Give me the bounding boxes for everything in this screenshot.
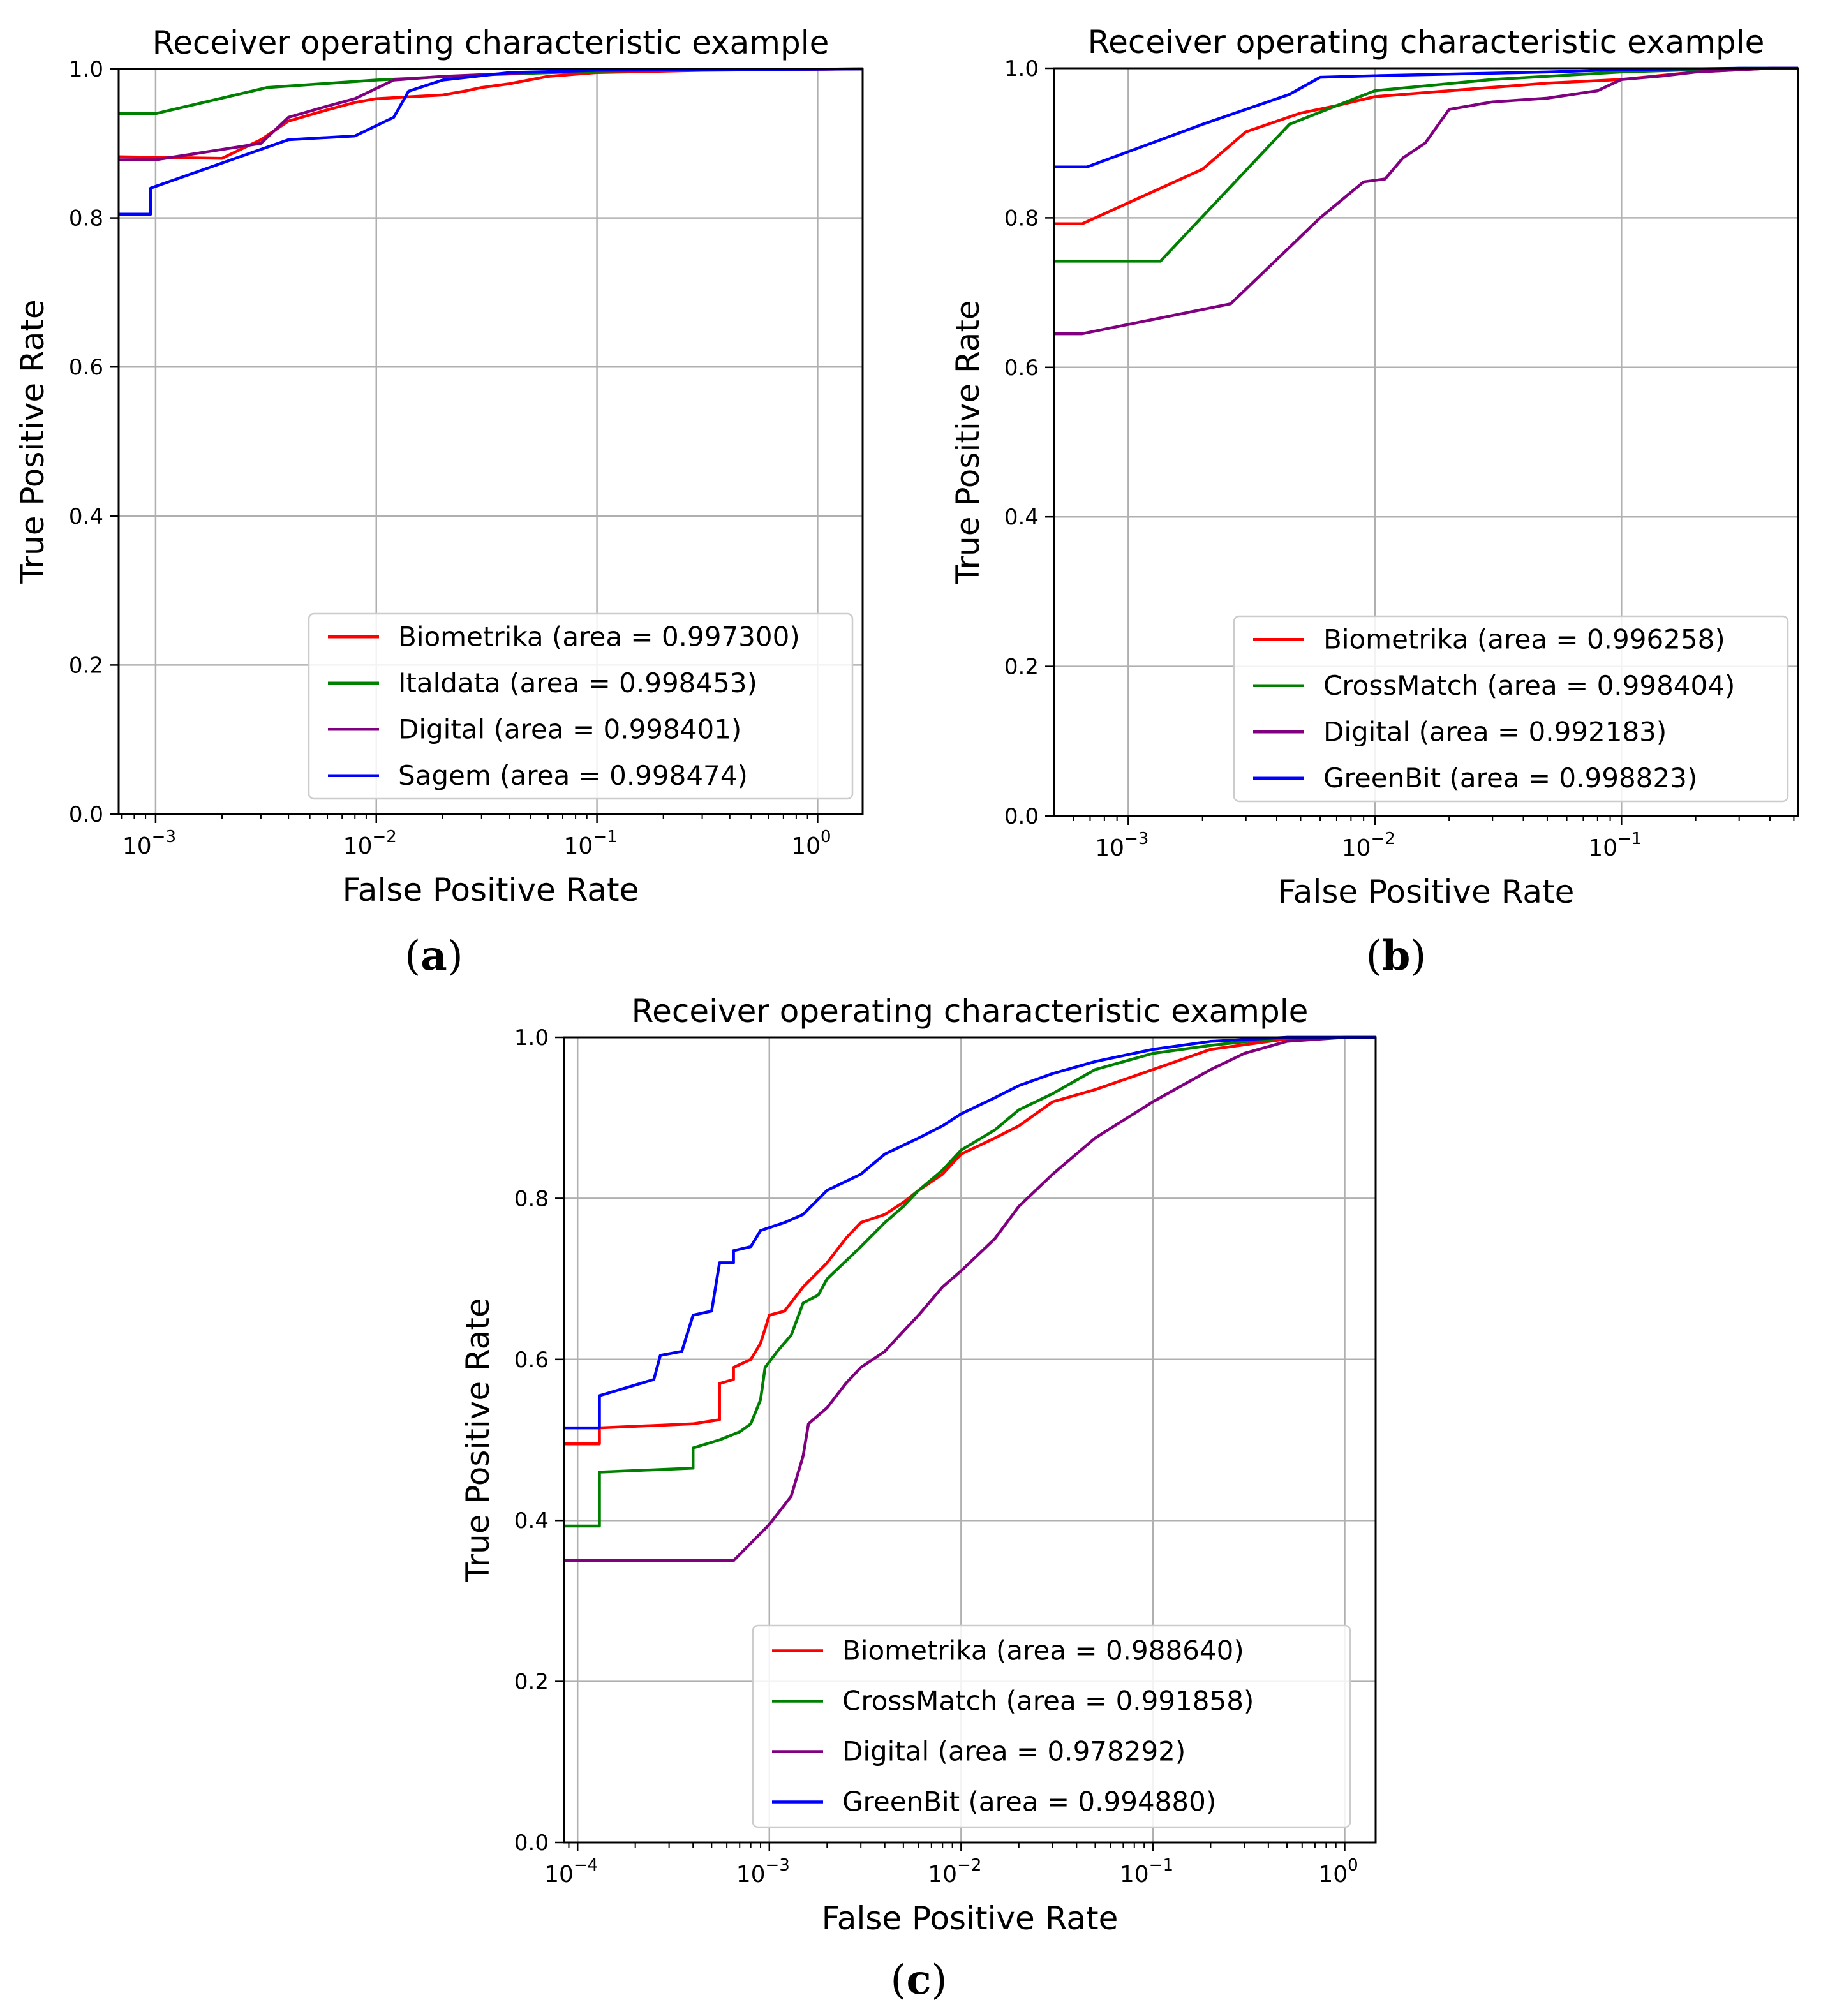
plot-frame bbox=[1053, 67, 1799, 817]
series-line-digital bbox=[564, 1035, 1376, 1562]
chart-title: Receiver operating characteristic exampl… bbox=[632, 993, 1309, 1030]
legend-entry: CrossMatch (area = 0.998404) bbox=[1323, 670, 1735, 701]
y-tick-label: 0.6 bbox=[69, 355, 103, 380]
y-tick-label: 0.8 bbox=[69, 206, 103, 232]
plot-frame bbox=[563, 1036, 1377, 1844]
series-line-greenbit bbox=[564, 1035, 1376, 1430]
y-tick-label: 0.2 bbox=[69, 653, 103, 678]
legend-entry: Biometrika (area = 0.996258) bbox=[1323, 623, 1725, 655]
panel-label: (b) bbox=[1366, 932, 1427, 980]
y-tick-label: 0.6 bbox=[514, 1347, 549, 1373]
legend-box bbox=[752, 1624, 1351, 1828]
y-axis-label: True Positive Rate bbox=[459, 1298, 496, 1582]
y-tick-label: 0.6 bbox=[1004, 355, 1039, 381]
legend-entry: Digital (area = 0.998401) bbox=[398, 713, 741, 745]
plot-frame bbox=[117, 68, 864, 815]
y-tick-label: 0.4 bbox=[1004, 505, 1039, 530]
x-tick-label: 100 bbox=[1318, 1856, 1358, 1888]
x-tick-label: 10−4 bbox=[544, 1856, 598, 1888]
y-tick-label: 0.0 bbox=[514, 1830, 549, 1856]
series-line-crossmatch bbox=[564, 1035, 1376, 1528]
panel-label: (c) bbox=[891, 1956, 948, 2004]
y-axis-label: True Positive Rate bbox=[14, 299, 51, 584]
x-tick-label: 100 bbox=[791, 827, 831, 859]
chart-title: Receiver operating characteristic exampl… bbox=[1088, 24, 1765, 61]
legend-entry: Biometrika (area = 0.988640) bbox=[842, 1635, 1244, 1666]
y-tick-label: 0.2 bbox=[1004, 655, 1039, 680]
legend: Biometrika (area = 0.996258) CrossMatch (… bbox=[1233, 615, 1789, 803]
y-tick-label: 0.8 bbox=[514, 1186, 549, 1212]
y-tick-label: 0.0 bbox=[1004, 804, 1039, 829]
legend-entry: Sagem (area = 0.998474) bbox=[398, 760, 748, 791]
legend-box bbox=[1233, 615, 1789, 803]
legend-entry: Italdata (area = 0.998453) bbox=[398, 667, 757, 699]
x-tick-label: 10−3 bbox=[736, 1856, 790, 1888]
y-tick-label: 1.0 bbox=[1004, 56, 1039, 82]
y-tick-label: 0.0 bbox=[69, 802, 103, 827]
y-tick-label: 0.8 bbox=[1004, 205, 1039, 231]
x-axis-label: False Positive Rate bbox=[1278, 873, 1575, 910]
panel-b: Receiver operating characteristic exampl… bbox=[949, 24, 1799, 980]
series-line-sagem bbox=[119, 67, 863, 216]
legend: Biometrika (area = 0.997300) Italdata (ar… bbox=[308, 612, 854, 800]
legend-entry: Digital (area = 0.992183) bbox=[1323, 716, 1667, 747]
y-tick-label: 0.4 bbox=[514, 1508, 549, 1534]
series-line-biometrika bbox=[564, 1035, 1376, 1446]
legend-entry: GreenBit (area = 0.998823) bbox=[1323, 762, 1697, 794]
y-tick-label: 0.4 bbox=[69, 504, 103, 530]
x-tick-label: 10−2 bbox=[343, 827, 397, 859]
legend-box bbox=[308, 612, 854, 800]
legend: Biometrika (area = 0.988640) CrossMatch (… bbox=[752, 1624, 1351, 1828]
panel-a: Receiver operating characteristic exampl… bbox=[14, 24, 864, 980]
panel-label: (a) bbox=[405, 932, 463, 980]
x-axis-label: False Positive Rate bbox=[343, 871, 639, 908]
panel-c: Receiver operating characteristic exampl… bbox=[459, 993, 1377, 2004]
x-tick-label: 10−1 bbox=[1588, 829, 1642, 861]
series-line-digital bbox=[1054, 66, 1798, 336]
x-tick-label: 10−3 bbox=[1095, 829, 1148, 861]
y-tick-label: 0.2 bbox=[514, 1670, 549, 1695]
y-tick-label: 1.0 bbox=[69, 57, 103, 82]
x-tick-label: 10−1 bbox=[564, 827, 618, 859]
legend-entry: CrossMatch (area = 0.991858) bbox=[842, 1686, 1254, 1717]
x-axis-label: False Positive Rate bbox=[822, 1900, 1119, 1937]
x-tick-label: 10−3 bbox=[123, 827, 176, 859]
y-axis-label: True Positive Rate bbox=[949, 300, 986, 584]
x-tick-label: 10−1 bbox=[1120, 1856, 1173, 1888]
x-tick-label: 10−2 bbox=[928, 1856, 981, 1888]
y-tick-label: 1.0 bbox=[514, 1025, 549, 1051]
legend-entry: Biometrika (area = 0.997300) bbox=[398, 621, 800, 652]
x-tick-label: 10−2 bbox=[1342, 829, 1395, 861]
chart-title: Receiver operating characteristic exampl… bbox=[152, 24, 829, 61]
legend-entry: GreenBit (area = 0.994880) bbox=[842, 1786, 1216, 1818]
legend-entry: Digital (area = 0.978292) bbox=[842, 1736, 1186, 1767]
